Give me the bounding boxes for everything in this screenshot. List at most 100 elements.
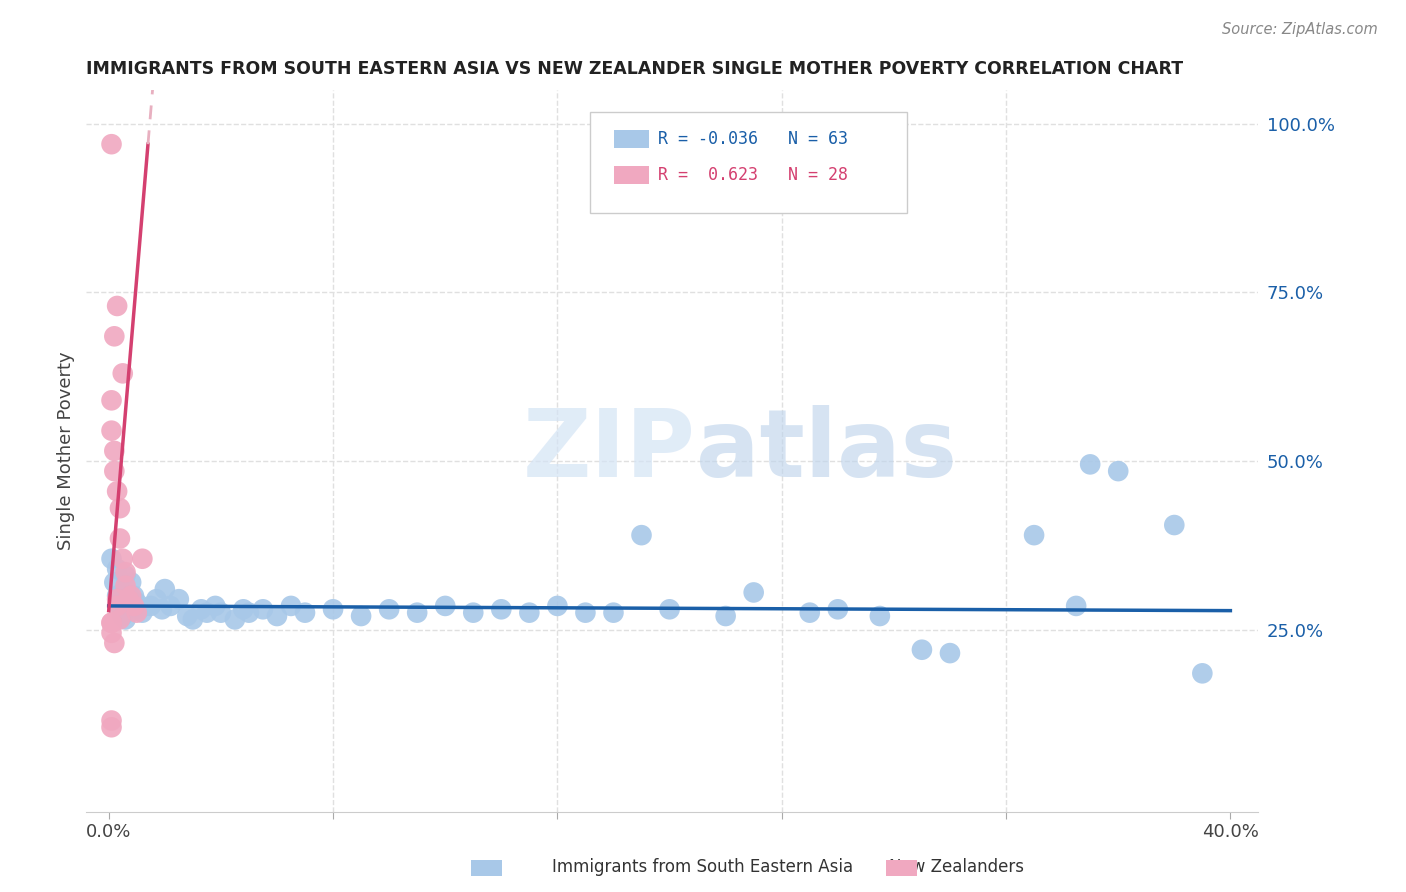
Point — [108, 589, 131, 603]
Point — [463, 606, 485, 620]
Point — [103, 443, 125, 458]
Point — [125, 596, 148, 610]
Point — [204, 599, 226, 613]
Point — [280, 599, 302, 613]
Point — [153, 582, 176, 596]
Point — [105, 562, 128, 576]
Point — [176, 609, 198, 624]
FancyBboxPatch shape — [591, 112, 907, 213]
Point — [1064, 599, 1087, 613]
Point — [252, 602, 274, 616]
Point — [939, 646, 962, 660]
Point — [105, 599, 128, 613]
Point — [714, 609, 737, 624]
Point — [224, 612, 246, 626]
Point — [108, 599, 131, 613]
Point — [602, 606, 624, 620]
Point — [1163, 518, 1185, 533]
Point — [108, 532, 131, 546]
Point — [117, 596, 139, 610]
Text: IMMIGRANTS FROM SOUTH EASTERN ASIA VS NEW ZEALANDER SINGLE MOTHER POVERTY CORREL: IMMIGRANTS FROM SOUTH EASTERN ASIA VS NE… — [86, 60, 1184, 78]
Point — [546, 599, 568, 613]
Point — [195, 606, 218, 620]
Point — [108, 501, 131, 516]
Point — [1107, 464, 1129, 478]
Point — [131, 606, 153, 620]
Point — [114, 579, 136, 593]
Point — [125, 606, 148, 620]
FancyBboxPatch shape — [614, 166, 650, 184]
Point — [322, 602, 344, 616]
Point — [1078, 458, 1101, 472]
Point — [434, 599, 457, 613]
Point — [209, 606, 232, 620]
Point — [1191, 666, 1213, 681]
Point — [100, 424, 122, 438]
Point — [100, 551, 122, 566]
Point — [105, 592, 128, 607]
Point — [117, 602, 139, 616]
Point — [190, 602, 212, 616]
Point — [117, 592, 139, 607]
Text: R = -0.036   N = 63: R = -0.036 N = 63 — [658, 129, 848, 147]
Point — [139, 599, 162, 613]
Point — [114, 612, 136, 626]
Text: ZIP: ZIP — [523, 405, 696, 497]
Text: Immigrants from South Eastern Asia: Immigrants from South Eastern Asia — [553, 858, 853, 876]
Point — [122, 589, 145, 603]
Point — [406, 606, 429, 620]
Point — [111, 551, 134, 566]
Point — [120, 592, 142, 607]
Point — [111, 585, 134, 599]
Point — [159, 599, 181, 613]
Text: Source: ZipAtlas.com: Source: ZipAtlas.com — [1222, 22, 1378, 37]
Point — [128, 602, 150, 616]
Point — [266, 609, 288, 624]
Y-axis label: Single Mother Poverty: Single Mother Poverty — [58, 351, 75, 550]
Point — [105, 589, 128, 603]
Point — [105, 299, 128, 313]
Point — [742, 585, 765, 599]
Point — [108, 612, 131, 626]
Point — [799, 606, 821, 620]
Point — [100, 626, 122, 640]
Point — [120, 589, 142, 603]
Text: New Zealanders: New Zealanders — [889, 858, 1024, 876]
Point — [378, 602, 401, 616]
Point — [869, 609, 891, 624]
Point — [658, 602, 681, 616]
Point — [120, 575, 142, 590]
Text: atlas: atlas — [696, 405, 957, 497]
Point — [350, 609, 373, 624]
Point — [574, 606, 596, 620]
Point — [145, 592, 167, 607]
Point — [150, 602, 173, 616]
Point — [517, 606, 540, 620]
Point — [630, 528, 652, 542]
Point — [105, 484, 128, 499]
Point — [114, 566, 136, 580]
Point — [122, 599, 145, 613]
Point — [103, 464, 125, 478]
Point — [238, 606, 260, 620]
Point — [100, 720, 122, 734]
Point — [100, 393, 122, 408]
Point — [103, 575, 125, 590]
Point — [100, 615, 122, 630]
Point — [111, 367, 134, 381]
Point — [100, 615, 122, 630]
Point — [167, 592, 190, 607]
Point — [103, 329, 125, 343]
Point — [114, 568, 136, 582]
FancyBboxPatch shape — [614, 130, 650, 148]
Point — [111, 609, 134, 624]
Text: R =  0.623   N = 28: R = 0.623 N = 28 — [658, 166, 848, 184]
Point — [232, 602, 254, 616]
Point — [100, 137, 122, 152]
Point — [103, 636, 125, 650]
Point — [181, 612, 204, 626]
Point — [100, 714, 122, 728]
Point — [827, 602, 849, 616]
Point — [294, 606, 316, 620]
Point — [491, 602, 513, 616]
